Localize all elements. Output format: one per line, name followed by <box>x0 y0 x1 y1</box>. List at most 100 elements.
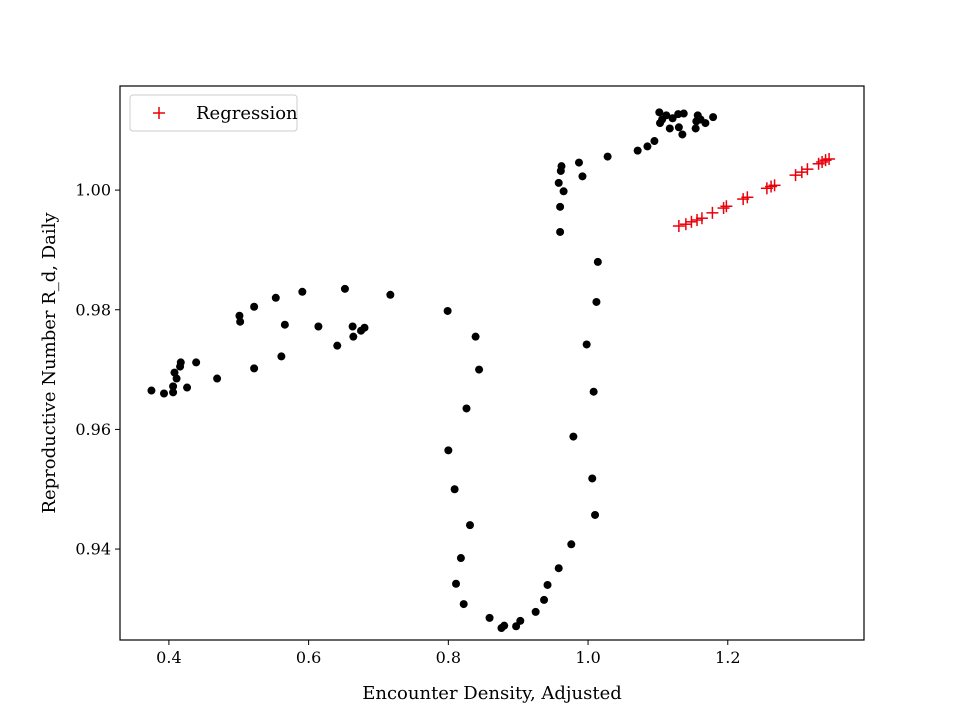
y-tick-label: 0.96 <box>75 420 111 439</box>
data-point <box>277 352 286 361</box>
data-point <box>349 332 358 341</box>
data-point <box>591 510 600 519</box>
regression-point <box>768 179 781 192</box>
x-axis-label: Encounter Density, Adjusted <box>362 683 622 704</box>
regression-point <box>691 214 704 227</box>
data-point <box>236 317 245 326</box>
data-point <box>556 227 565 236</box>
data-point <box>471 332 480 341</box>
y-tick-label: 0.94 <box>75 540 111 559</box>
x-tick-label: 1.2 <box>715 648 740 667</box>
data-point <box>512 622 521 631</box>
data-point <box>459 600 468 609</box>
legend-marker-regression <box>153 107 165 119</box>
data-point <box>280 320 289 329</box>
data-point <box>176 358 185 367</box>
data-points <box>147 108 836 633</box>
data-point <box>589 387 598 396</box>
data-point <box>444 446 453 455</box>
data-point <box>567 540 576 549</box>
regression-point <box>801 163 814 176</box>
data-point <box>169 382 178 391</box>
data-point <box>462 404 471 413</box>
x-tick-label: 1.0 <box>575 648 600 667</box>
regression-point <box>720 200 733 213</box>
y-tick-label: 0.98 <box>75 300 111 319</box>
data-point <box>582 340 591 349</box>
data-point <box>485 613 494 622</box>
data-point <box>678 130 687 139</box>
data-point <box>557 162 566 171</box>
data-point <box>556 202 565 211</box>
data-point <box>235 311 244 320</box>
data-point <box>668 114 677 123</box>
data-point <box>340 284 349 293</box>
data-point <box>554 564 563 573</box>
data-point <box>709 113 718 122</box>
regression-point <box>795 166 808 179</box>
data-point <box>691 124 700 133</box>
data-point <box>588 474 597 483</box>
x-tick-label: 0.8 <box>436 648 461 667</box>
data-point <box>662 111 671 120</box>
data-point <box>443 306 452 315</box>
data-point <box>701 119 710 128</box>
data-point <box>674 123 683 132</box>
regression-point <box>789 169 802 182</box>
data-point <box>540 595 549 604</box>
legend-plus-icon <box>153 107 165 119</box>
data-point <box>250 364 259 373</box>
data-point <box>475 365 484 374</box>
data-point <box>360 323 369 332</box>
data-point <box>314 322 323 331</box>
data-point <box>298 287 307 296</box>
data-point <box>250 302 259 311</box>
regression-point <box>717 202 730 215</box>
y-axis-label: Reproductive Number R_d, Daily <box>39 212 60 514</box>
data-point <box>531 607 540 616</box>
y-tick-label: 1.00 <box>75 181 111 200</box>
data-point <box>450 485 459 494</box>
regression-point <box>706 206 719 219</box>
data-point <box>465 521 474 530</box>
data-point <box>183 383 192 392</box>
data-point <box>147 386 156 395</box>
regression-point <box>672 219 685 232</box>
legend-box <box>129 94 298 132</box>
data-point <box>679 109 688 118</box>
regression-point <box>823 152 836 165</box>
data-point <box>169 388 178 397</box>
data-point <box>160 389 169 398</box>
data-point <box>665 124 674 133</box>
data-point <box>650 137 659 146</box>
data-point <box>456 554 465 563</box>
data-point <box>333 341 342 350</box>
regression-point <box>695 212 708 225</box>
data-point <box>192 358 201 367</box>
data-point <box>633 146 642 155</box>
data-point <box>559 187 568 196</box>
data-point <box>516 616 525 625</box>
plot-frame <box>119 85 865 641</box>
regression-point <box>679 218 692 231</box>
data-point <box>592 297 601 306</box>
data-point <box>172 374 181 383</box>
x-tick-label: 0.6 <box>296 648 321 667</box>
x-tick-label: 0.4 <box>156 648 181 667</box>
data-point <box>554 178 563 187</box>
legend: Regression <box>129 94 298 132</box>
data-point <box>593 257 602 266</box>
data-point <box>578 172 587 181</box>
data-point <box>574 158 583 167</box>
data-point <box>543 580 552 589</box>
data-point <box>271 293 280 302</box>
data-point <box>213 374 222 383</box>
legend-label-regression: Regression <box>196 103 298 124</box>
data-point <box>569 432 578 441</box>
data-point <box>348 322 357 331</box>
data-point <box>386 290 395 299</box>
y-axis-ticks: 0.94 0.96 0.98 1.00 <box>75 181 120 559</box>
x-axis-ticks: 0.4 0.6 0.8 1.0 1.2 <box>156 640 741 667</box>
data-point <box>603 152 612 161</box>
